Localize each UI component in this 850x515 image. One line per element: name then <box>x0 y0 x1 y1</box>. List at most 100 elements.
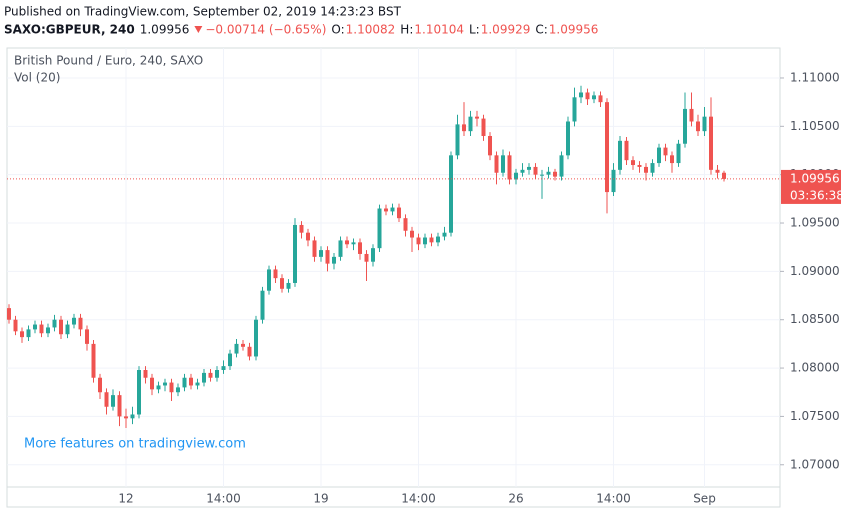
candle-body <box>390 207 395 212</box>
y-tick-label: 1.07000 <box>790 457 840 471</box>
close-value: 1.09956 <box>549 23 599 37</box>
candle-body <box>111 395 115 407</box>
candle-body <box>338 240 343 257</box>
candle-body <box>26 329 31 338</box>
ohlc-header: SAXO:GBPEUR, 240 1.09956 −0.00714 (−0.65… <box>4 23 598 37</box>
candle-body <box>143 369 148 378</box>
candle-body <box>163 382 167 386</box>
candle-body <box>670 155 674 164</box>
candle-body <box>332 256 336 264</box>
chart-subtitle: Vol (20) <box>14 71 60 85</box>
candle-body <box>611 169 616 193</box>
candle-body <box>273 269 278 279</box>
candle-body <box>293 224 297 283</box>
y-tick-label: 1.09500 <box>790 216 840 230</box>
candle-body <box>468 116 473 132</box>
x-tick-label: 14:00 <box>401 492 436 506</box>
y-tick-label: 1.08000 <box>790 361 840 375</box>
candle-body <box>423 237 427 245</box>
candle-body <box>631 160 635 166</box>
candle-body <box>267 269 271 291</box>
candle-body <box>514 172 518 180</box>
candle-body <box>228 353 232 367</box>
candle-body <box>39 324 44 334</box>
candle-body <box>7 308 11 320</box>
candle-body <box>286 282 291 289</box>
candle-body <box>371 248 375 262</box>
candle-body <box>65 324 70 335</box>
y-tick-label: 1.09000 <box>790 264 840 278</box>
candle-body <box>507 155 512 180</box>
candle-body <box>78 317 83 330</box>
candle-body <box>319 250 323 257</box>
candle-body <box>410 230 414 238</box>
candle-body <box>455 124 460 156</box>
candle-body <box>215 369 219 378</box>
y-tick-label: 1.07500 <box>790 409 840 423</box>
candle-body <box>312 240 317 257</box>
open-value: 1.10082 <box>346 23 396 37</box>
candle-body <box>52 319 57 328</box>
candle-body <box>182 377 187 388</box>
x-tick-label: 26 <box>508 492 523 506</box>
x-tick-label: 12 <box>118 492 133 506</box>
candle-body <box>436 236 440 243</box>
candle-body <box>442 232 447 237</box>
last-price-label: 1.09956 <box>790 171 840 185</box>
candle-body <box>124 416 128 419</box>
candle-body <box>98 377 102 393</box>
candle-body <box>494 155 499 173</box>
down-arrow <box>194 26 203 33</box>
candle-body <box>364 253 369 262</box>
candle-body <box>221 366 226 370</box>
candle-body <box>533 166 538 175</box>
candle-body <box>722 172 726 179</box>
candle-body <box>208 372 213 378</box>
candle-body <box>247 346 252 357</box>
candle-body <box>91 343 96 378</box>
grid <box>7 48 780 487</box>
candle-body <box>150 377 154 390</box>
candle-body <box>585 92 590 100</box>
candle-body <box>696 121 700 132</box>
candle-body <box>358 242 362 254</box>
watermark: More features on tradingview.com <box>24 437 246 452</box>
candle-body <box>462 124 466 132</box>
candle-body <box>566 121 570 156</box>
candle-body <box>169 382 174 393</box>
candle-body <box>117 395 122 417</box>
candle-body <box>501 155 505 173</box>
candle-body <box>429 237 434 243</box>
candle-body <box>13 319 18 332</box>
candle-body <box>605 102 609 193</box>
change: −0.00714 (−0.65%) <box>205 23 326 37</box>
high-label: H: <box>400 23 413 37</box>
candle-body <box>449 155 453 233</box>
candle-body <box>618 140 622 170</box>
candle-body <box>85 329 89 344</box>
candle-body <box>553 171 557 177</box>
candle-body <box>254 319 258 357</box>
y-tick-label: 1.11000 <box>790 70 840 84</box>
x-tick-label: 14:00 <box>596 492 631 506</box>
candle-body <box>572 97 577 122</box>
candle-body <box>20 331 24 338</box>
open-label: O: <box>331 23 344 37</box>
candle-body <box>644 166 648 173</box>
candle-body <box>624 140 629 161</box>
candle-body <box>189 377 193 386</box>
candle-body <box>650 163 655 173</box>
candle-body <box>241 343 245 347</box>
low-label: L: <box>469 23 480 37</box>
candle-body <box>234 343 239 354</box>
published-note: Published on TradingView.com, September … <box>4 5 402 19</box>
close-label: C: <box>535 23 547 37</box>
candle-body <box>306 232 310 241</box>
candle-body <box>176 387 180 393</box>
candle-body <box>702 116 707 132</box>
candles <box>7 85 726 429</box>
candle-body <box>559 155 564 177</box>
